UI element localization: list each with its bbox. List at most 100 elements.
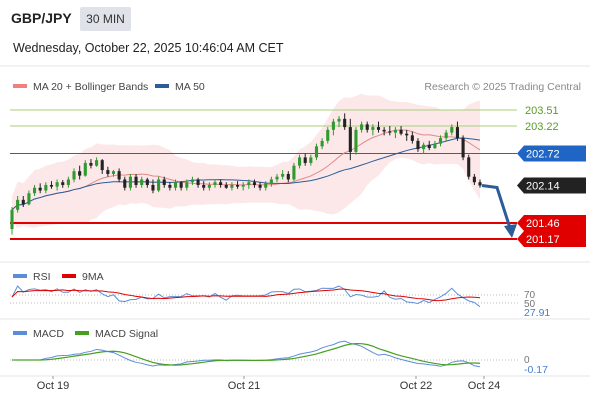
candle-body [376,127,381,130]
legend-rsi-ma-swatch [62,274,76,278]
candle-body [179,182,183,188]
candle-body [416,140,420,150]
candle-body [382,129,386,132]
datetime-label: Wednesday, October 22, 2025 10:46:04 AM … [13,41,284,55]
candle-body [348,127,352,152]
legend-macd-swatch [13,331,27,335]
legend-macd-signal-swatch [75,331,89,335]
support-tag [517,215,586,232]
macd-signal-line [12,343,481,366]
macd-zero-label: 0 [524,355,530,366]
candle-body [360,124,364,130]
candle-body [264,183,268,188]
candle-body [196,179,200,185]
candle-body [444,132,448,139]
ma50-line [11,137,481,211]
forecast-arrow-head [504,224,517,238]
candle-body [410,135,414,141]
candle-body [258,184,262,188]
bollinger-band-area [12,93,480,228]
candle-body [95,160,99,166]
candle-body [190,179,194,183]
candles-layer [10,113,482,235]
rsi-value-label: 27.91 [524,307,550,319]
candle-body [128,176,132,188]
candle-body [399,129,403,134]
candle-body [162,179,166,185]
candle-body [16,199,20,210]
candle-body [343,118,347,128]
pivot-tag [517,145,586,162]
macd-line [12,340,481,368]
candle-body [320,140,324,147]
candle-body [55,182,59,187]
x-tick-label: Oct 22 [400,380,432,392]
candle-body [438,138,443,144]
candle-body [314,146,319,158]
current-price-label: 202.14 [526,181,560,193]
candle-body [151,184,155,191]
candle-body [78,171,82,176]
candle-body [433,143,437,149]
candle-body [427,144,431,149]
x-tick-label: Oct 24 [468,380,500,392]
pivot-label: 202.72 [526,149,560,161]
candle-body [10,209,14,230]
candle-body [472,176,476,183]
support-label: 201.46 [526,218,560,230]
legend-rsi-swatch [13,274,27,278]
candle-body [106,170,110,174]
candle-body [467,157,471,177]
candle-body [21,199,25,205]
candle-body [213,182,217,185]
rsi-70-label: 70 [524,290,536,301]
candle-body [371,127,375,130]
legend-macd-signal-label: MACD Signal [95,328,158,340]
legend-bb-swatch [13,84,27,88]
candle-body [326,129,330,141]
timeframe-button[interactable]: 30 MIN [80,7,131,31]
rsi-lines [11,285,481,308]
candle-body [38,187,42,191]
candle-body [49,184,54,187]
macd-lines [12,340,481,368]
rsi-ma-line [11,288,481,302]
candle-body [89,162,93,166]
candle-body [202,184,206,188]
candle-body [478,182,482,186]
candle-body [123,179,127,188]
candle-body [309,157,313,163]
candle-body [247,182,251,185]
candle-body [83,162,87,176]
candle-body [111,171,116,174]
candle-body [173,182,178,188]
candle-body [303,157,307,163]
candle-body [157,179,161,191]
candle-body [230,184,234,188]
macd-value-label: -0.17 [524,364,548,376]
candle-body [185,182,189,188]
candle-body [450,127,454,133]
candle-body [286,173,290,180]
legend-ma50-swatch [155,84,169,88]
candle-body [405,133,409,136]
candle-body [365,124,369,130]
candle-body [207,184,211,188]
forecast-arrow-layer [481,184,517,238]
support-tag [517,231,586,247]
resistance-label: 203.51 [525,105,559,117]
rsi-50-label: 50 [524,299,536,310]
candle-body [224,184,228,188]
x-tick-label: Oct 19 [37,380,69,392]
candle-body [281,173,285,177]
candle-body [388,131,392,133]
candle-body [168,184,172,188]
forecast-arrow-line [481,184,512,229]
candle-body [66,179,70,185]
candle-body [422,144,426,150]
resistance-label: 203.22 [525,121,559,133]
candle-body [140,179,144,185]
legend-ma50-label: MA 50 [175,81,205,93]
